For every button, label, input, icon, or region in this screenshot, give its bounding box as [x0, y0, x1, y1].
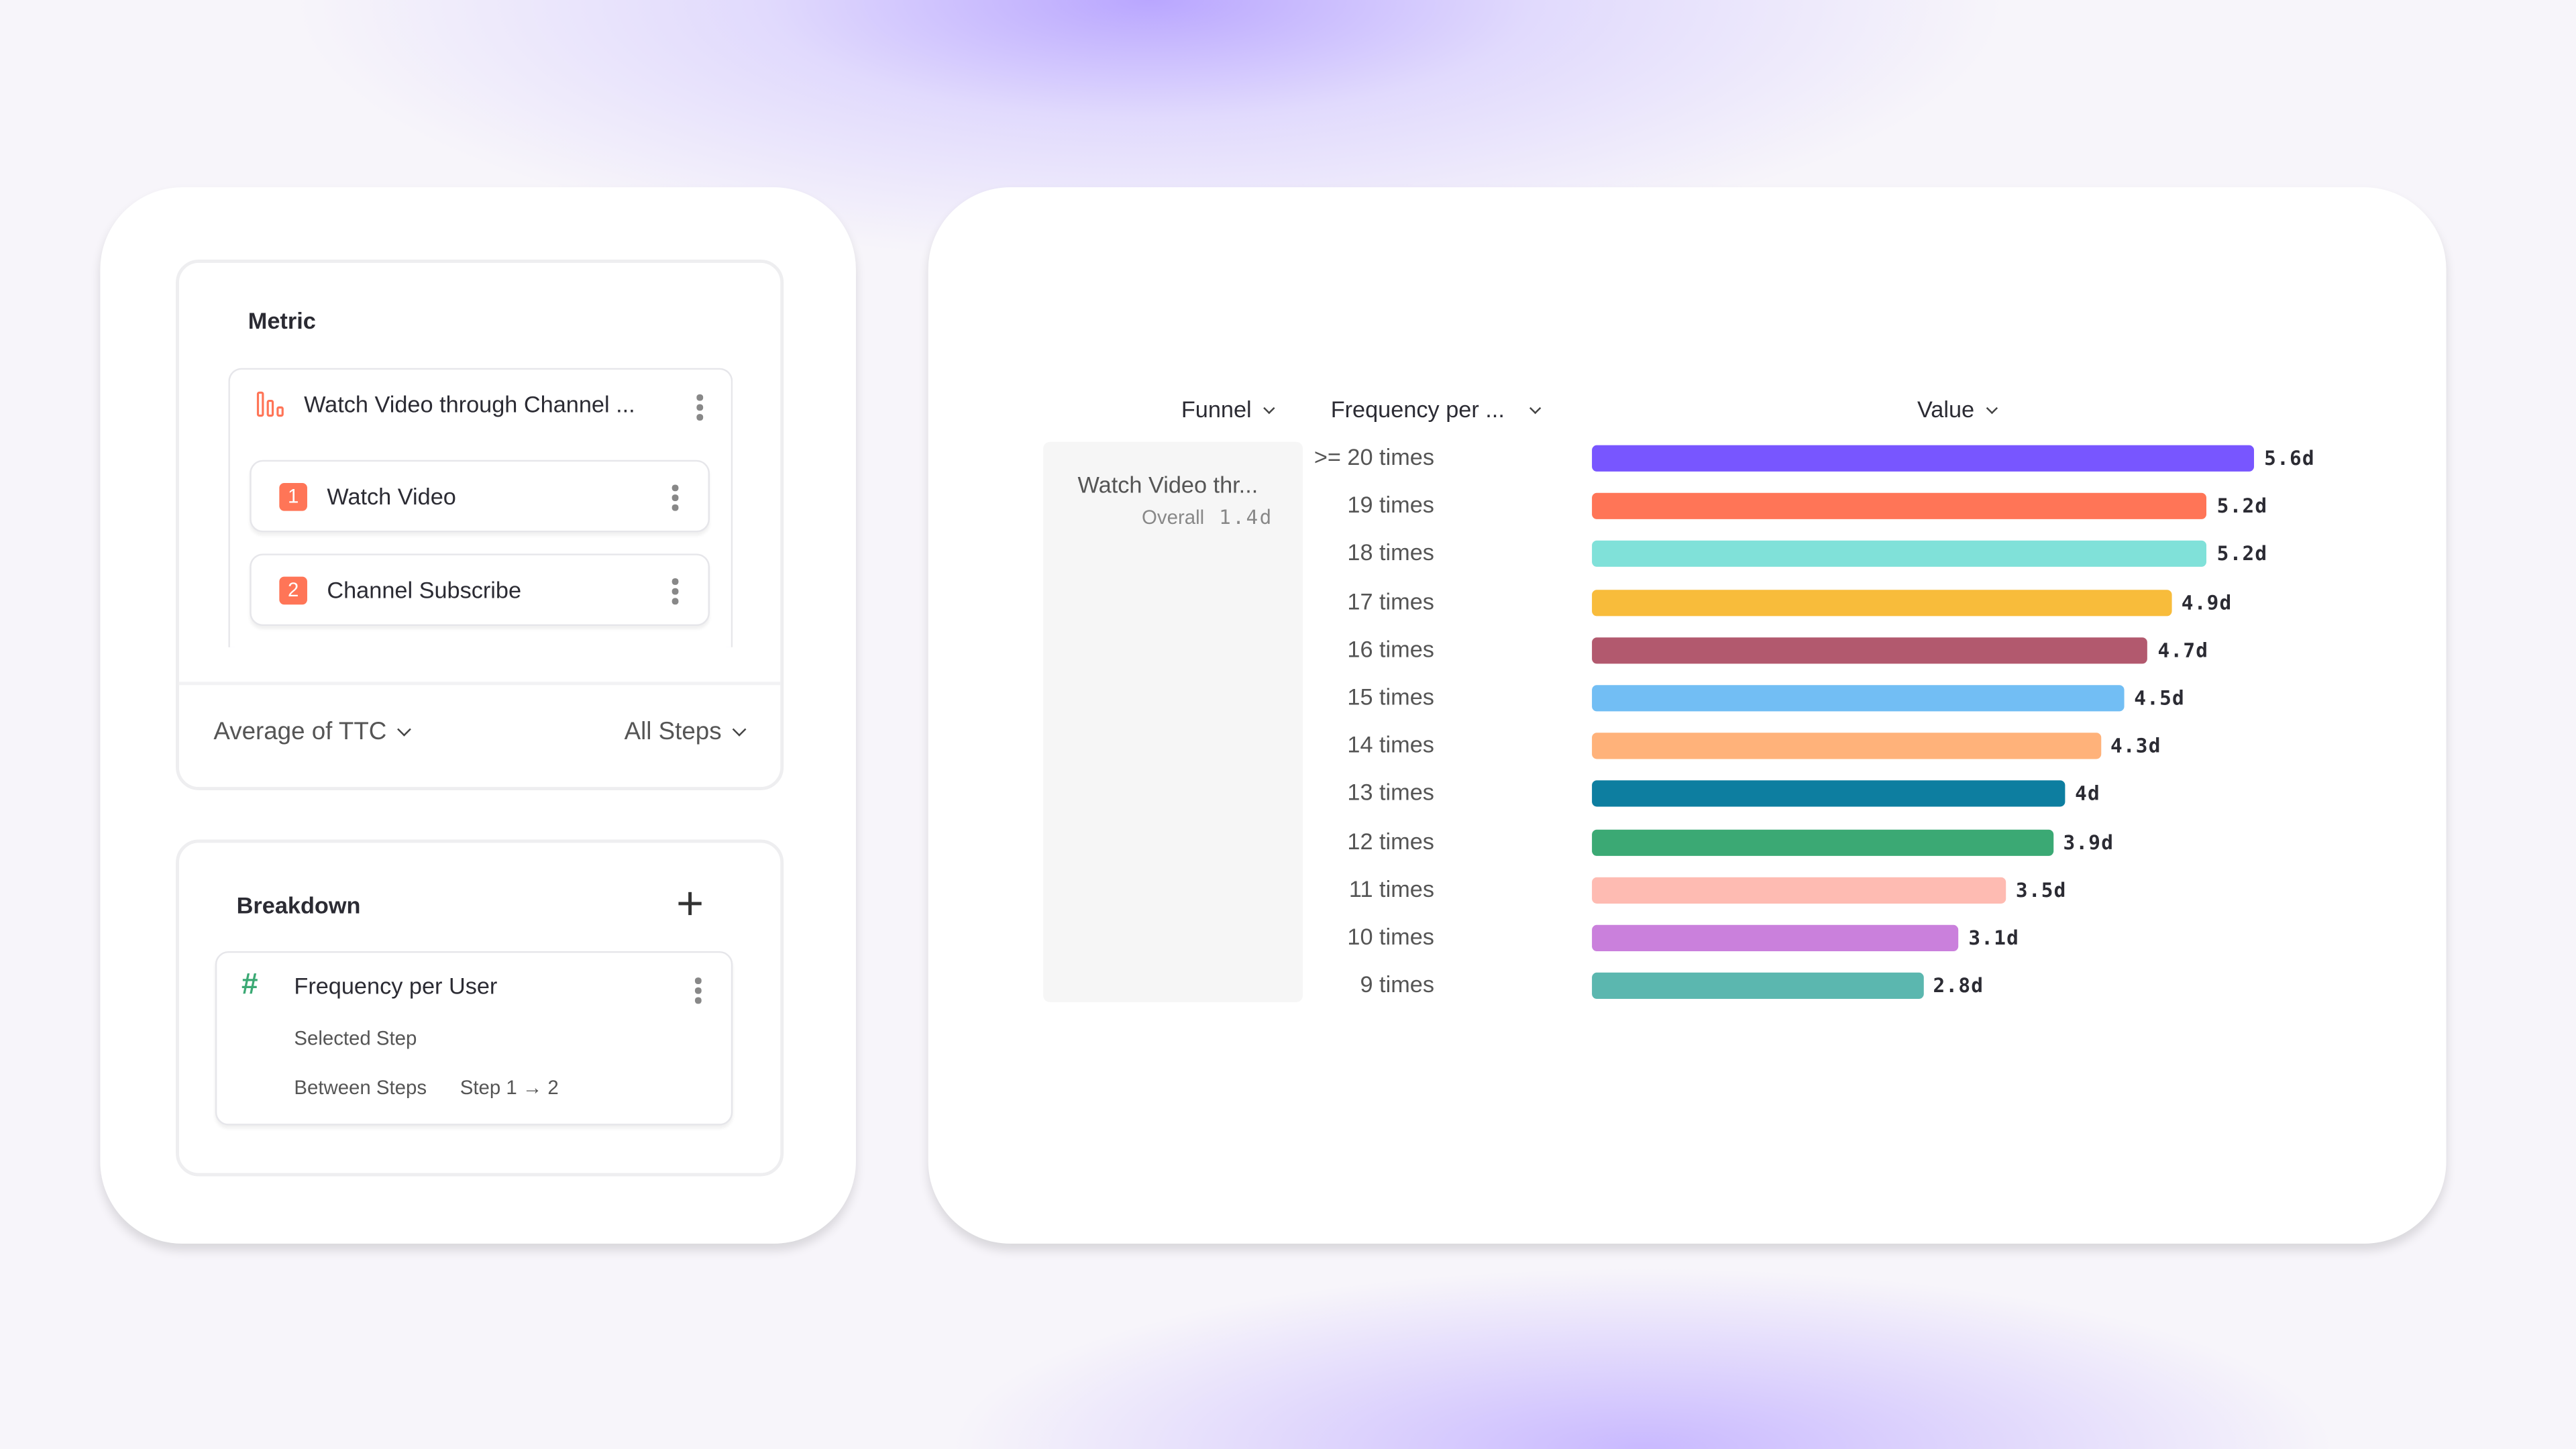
bar-value-label: 5.2d	[2216, 494, 2268, 518]
category-label: 9 times	[1360, 971, 1434, 998]
category-label: 10 times	[1347, 923, 1434, 950]
step-number-badge: 1	[279, 483, 307, 511]
category-label: 12 times	[1347, 827, 1434, 854]
category-label: 17 times	[1347, 587, 1434, 614]
category-label: >= 20 times	[1313, 443, 1434, 470]
breakdown-menu-icon[interactable]	[694, 977, 702, 1007]
category-label: 16 times	[1347, 635, 1434, 662]
bar[interactable]	[1592, 445, 2255, 472]
funnel-name: Watch Video through Channel ...	[304, 390, 635, 418]
category-label: 15 times	[1347, 683, 1434, 710]
overall-value: 1.4d	[1219, 506, 1273, 529]
bar-value-label: 3.5d	[2015, 878, 2067, 902]
results-panel: Funnel Frequency per ... Value Watch Vid…	[928, 187, 2447, 1244]
bar-value-label: 4.7d	[2157, 639, 2209, 662]
bar-value-label: 4.9d	[2181, 590, 2233, 614]
step-label: Watch Video	[327, 483, 456, 510]
value-column-header[interactable]: Value	[1917, 396, 1998, 423]
category-label: 14 times	[1347, 731, 1434, 758]
bar-value-label: 3.9d	[2063, 830, 2114, 854]
between-steps-value[interactable]: Step 1 → 2	[460, 1076, 559, 1099]
bar-value-label: 4.3d	[2110, 735, 2161, 758]
funnel-cell-name: Watch Video thr...	[1077, 471, 1258, 498]
aggregation-dropdown[interactable]: Average of TTC	[213, 718, 412, 746]
breakdown-card: Breakdown # Frequency per User Selected …	[176, 839, 784, 1177]
between-steps-label: Between Steps	[294, 1076, 427, 1099]
funnel-bars-icon	[256, 391, 284, 417]
funnel-metric[interactable]: Watch Video through Channel ... 1 Watch …	[228, 368, 733, 647]
steps-value: All Steps	[624, 718, 722, 746]
query-builder-panel: Metric Watch Video through Channel ... 1…	[100, 187, 856, 1244]
chevron-down-icon	[397, 722, 412, 737]
bar[interactable]	[1592, 637, 2148, 663]
breakdown-property[interactable]: # Frequency per User Selected Step Betwe…	[215, 951, 733, 1126]
divider	[178, 682, 781, 686]
bar-value-label: 2.8d	[1933, 974, 1984, 998]
funnel-column-header[interactable]: Funnel	[1181, 396, 1275, 423]
bar-value-label: 4.5d	[2134, 686, 2185, 710]
step-number-badge: 2	[279, 576, 307, 605]
category-label: 11 times	[1348, 875, 1434, 902]
bar[interactable]	[1592, 493, 2207, 520]
category-label: 13 times	[1347, 779, 1434, 806]
bar[interactable]	[1592, 733, 2101, 759]
metric-card: Metric Watch Video through Channel ... 1…	[176, 259, 784, 790]
frequency-column-header[interactable]: Frequency per ...	[1330, 396, 1541, 423]
metric-title: Metric	[248, 307, 316, 334]
value-header-label: Value	[1917, 396, 1975, 423]
add-breakdown-button[interactable]	[678, 892, 702, 916]
frequency-header-label: Frequency per ...	[1330, 396, 1505, 423]
funnel-header-label: Funnel	[1181, 396, 1252, 423]
bar-value-label: 5.6d	[2264, 447, 2315, 470]
hash-number-icon: #	[241, 967, 258, 1001]
bar[interactable]	[1592, 924, 1959, 951]
funnel-menu-icon[interactable]	[696, 394, 703, 424]
step-menu-icon[interactable]	[672, 484, 679, 514]
bar-chart: >= 20 times 5.6d 19 times 5.2d 18 times 5.2d 1…	[928, 187, 2447, 1244]
chevron-down-icon	[733, 722, 747, 737]
overall-label: Overall	[1142, 506, 1205, 529]
funnel-step-2[interactable]: 2 Channel Subscribe	[250, 553, 710, 627]
aggregation-value: Average of TTC	[213, 718, 387, 746]
bar[interactable]	[1592, 541, 2207, 568]
bar[interactable]	[1592, 877, 2006, 904]
bar[interactable]	[1592, 781, 2065, 808]
category-label: 19 times	[1347, 491, 1434, 518]
bar[interactable]	[1592, 973, 1923, 1000]
bar-value-label: 5.2d	[2216, 543, 2268, 566]
steps-dropdown[interactable]: All Steps	[624, 718, 747, 746]
bar-value-label: 3.1d	[1968, 926, 2020, 950]
bar-value-label: 4d	[2075, 782, 2100, 806]
category-label: 18 times	[1347, 539, 1434, 566]
step-menu-icon[interactable]	[672, 578, 679, 608]
selected-step-label: Selected Step	[294, 1026, 417, 1050]
bar[interactable]	[1592, 828, 2053, 855]
funnel-cell[interactable]: Watch Video thr... Overall 1.4d	[1043, 441, 1303, 1002]
bar[interactable]	[1592, 589, 2172, 616]
breakdown-title: Breakdown	[236, 892, 361, 918]
funnel-step-1[interactable]: 1 Watch Video	[250, 460, 710, 533]
step-label: Channel Subscribe	[327, 576, 522, 603]
bar[interactable]	[1592, 685, 2125, 712]
breakdown-property-name: Frequency per User	[294, 972, 498, 999]
